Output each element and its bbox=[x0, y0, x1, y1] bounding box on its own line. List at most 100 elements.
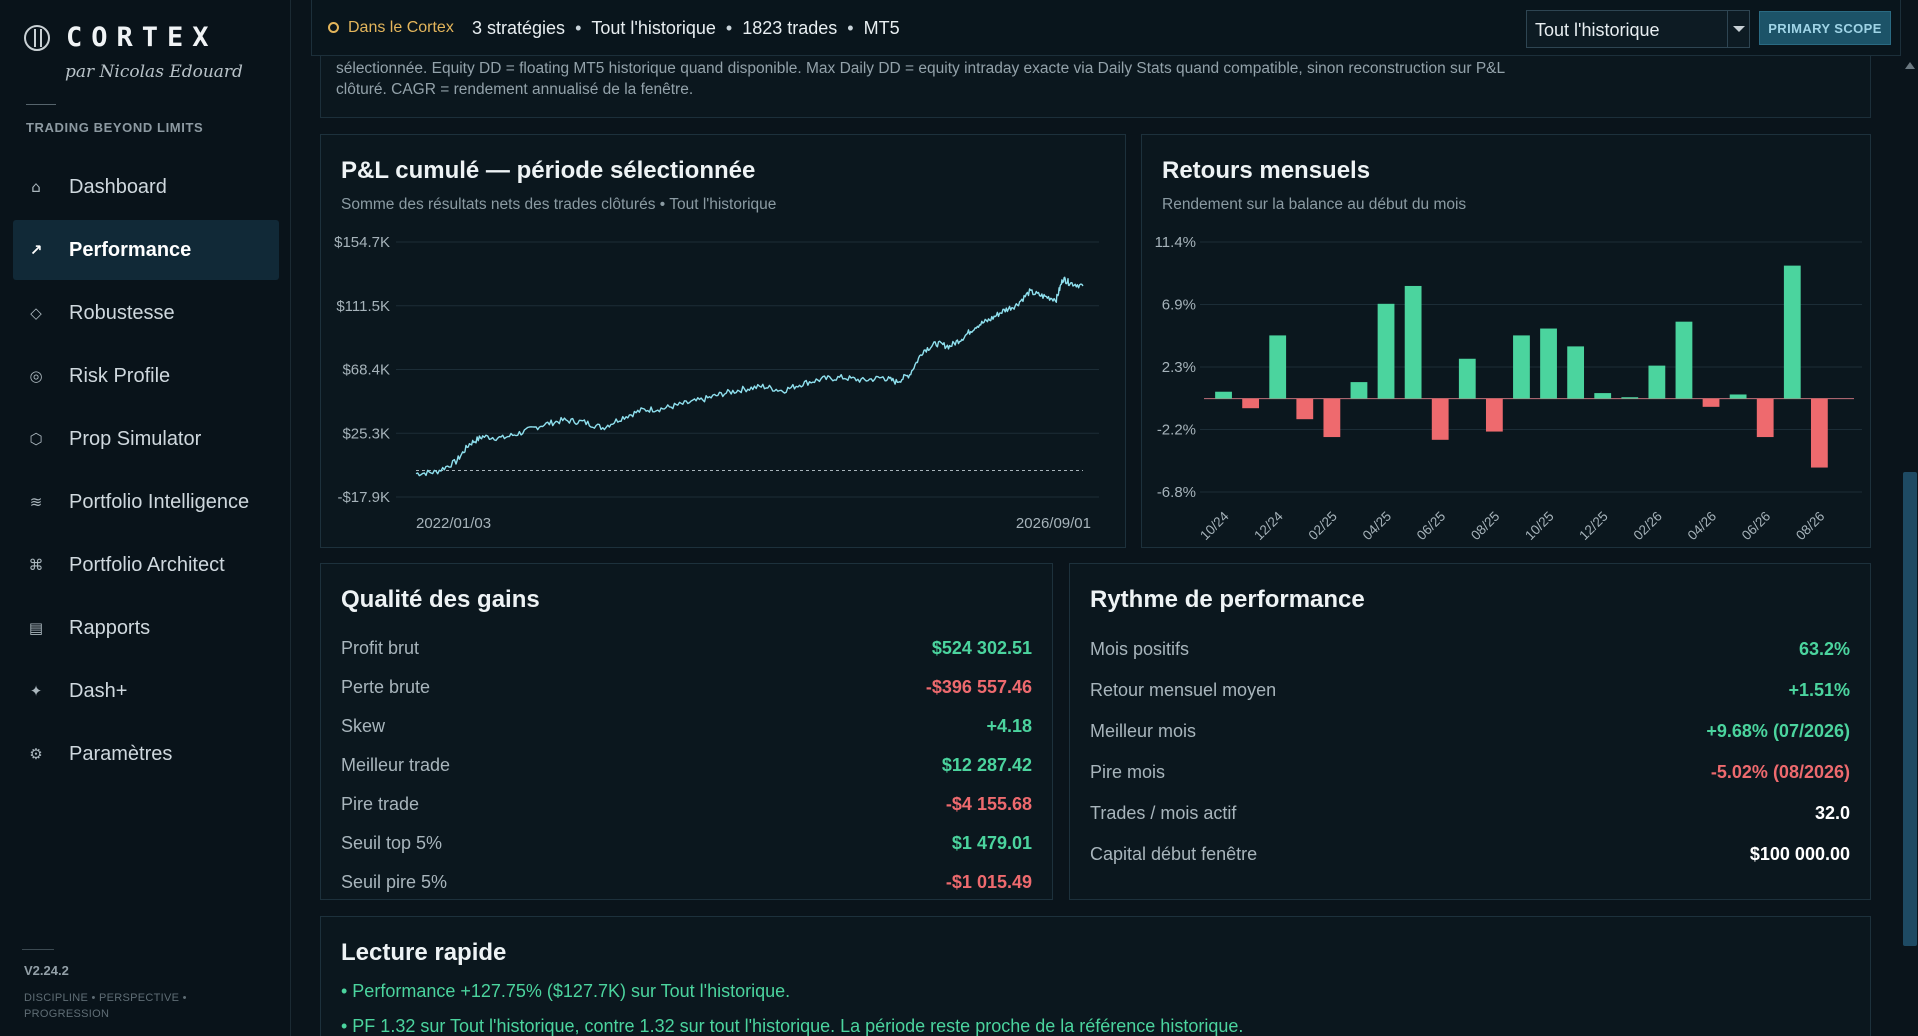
app-version: V2.24.2 bbox=[24, 963, 69, 978]
sidebar-nav: ⌂ Dashboard ↗ Performance ◇ Robustesse ◎ Risk P… bbox=[13, 157, 279, 787]
monthly-return-bar bbox=[1377, 303, 1395, 399]
pnl-chart-title: P&L cumulé — période sélectionnée bbox=[341, 157, 756, 184]
x-tick-label: 04/25 bbox=[1360, 509, 1395, 544]
metric-value: -$1 015.49 bbox=[945, 872, 1032, 892]
metric-value: 32.0 bbox=[1814, 803, 1850, 823]
sparkle-icon: ✦ bbox=[29, 682, 43, 700]
sidebar-item-portfolio-architect[interactable]: ⌘ Portfolio Architect bbox=[13, 535, 279, 595]
monthly-bar-chart[interactable]: 11.4% 6.9% 2.3% -2.2% -6.8%10/24 12/24 02/25 04… bbox=[1142, 135, 1872, 549]
period-label: Tout l'historique bbox=[591, 18, 716, 38]
metric-label: Trades / mois actif bbox=[1090, 803, 1237, 823]
metric-label: Pire mois bbox=[1090, 762, 1166, 782]
metric-label: Capital début fenêtre bbox=[1090, 844, 1258, 864]
x-tick-label: 02/25 bbox=[1305, 509, 1340, 544]
x-tick-label: 2026/09/01 bbox=[1016, 515, 1091, 532]
x-tick-label: 08/25 bbox=[1468, 509, 1503, 544]
y-tick-label: $111.5K bbox=[336, 298, 390, 315]
brand-name: CORTEX bbox=[66, 22, 218, 53]
metric-row: Seuil top 5% $1 479.01 bbox=[341, 824, 1032, 863]
period-select[interactable]: Tout l'historique bbox=[1526, 10, 1750, 48]
command-icon: ⌘ bbox=[28, 556, 44, 574]
sidebar-item-label: Dash+ bbox=[69, 679, 128, 702]
pnl-line-chart[interactable]: $154.7K $111.5K $68.4K $25.3K -$17.9K 2022/01… bbox=[321, 135, 1127, 549]
sidebar-item-param-tres[interactable]: ⚙ Paramètres bbox=[13, 724, 279, 784]
monthly-return-bar bbox=[1810, 398, 1828, 468]
metric-label: Meilleur trade bbox=[341, 755, 451, 775]
sidebar-item-performance[interactable]: ↗ Performance bbox=[13, 220, 279, 280]
metric-value: $524 302.51 bbox=[931, 638, 1032, 658]
scroll-up-icon[interactable] bbox=[1905, 62, 1915, 69]
sidebar-item-label: Robustesse bbox=[69, 301, 175, 324]
sidebar-item-rapports[interactable]: ▤ Rapports bbox=[13, 598, 279, 658]
monthly-return-bar bbox=[1404, 285, 1422, 399]
sidebar-item-portfolio-intelligence[interactable]: ≋ Portfolio Intelligence bbox=[13, 472, 279, 532]
x-tick-label: 02/26 bbox=[1630, 509, 1665, 544]
metrics-footnote-panel: * Sharpe / Sortino réalisés = rendements… bbox=[320, 39, 1871, 118]
gains-quality-card: Qualité des gains Profit brut $524 302.51… bbox=[320, 563, 1053, 900]
sidebar-item-label: Dashboard bbox=[69, 175, 167, 198]
brand-motto: DISCIPLINE • PERSPECTIVE • PROGRESSION bbox=[24, 992, 187, 1020]
chevron-down-icon[interactable] bbox=[1727, 11, 1749, 47]
performance-rhythm-title: Rythme de performance bbox=[1090, 586, 1365, 613]
sidebar-item-label: Rapports bbox=[69, 616, 151, 639]
x-tick-label: 08/26 bbox=[1793, 509, 1828, 544]
metric-value: +1.51% bbox=[1788, 680, 1850, 700]
monthly-return-bar bbox=[1458, 358, 1476, 399]
metric-value: 63.2% bbox=[1798, 639, 1850, 659]
metric-label: Meilleur mois bbox=[1090, 721, 1197, 741]
sidebar-item-label: Prop Simulator bbox=[69, 427, 202, 450]
monthly-return-bar bbox=[1296, 398, 1314, 420]
brand-tagline: TRADING BEYOND LIMITS bbox=[26, 120, 204, 135]
metric-row: Retour mensuel moyen +1.51% bbox=[1090, 670, 1850, 711]
period-select-value: Tout l'historique bbox=[1535, 20, 1660, 40]
brand-logo[interactable]: CORTEX bbox=[24, 22, 218, 53]
y-tick-label: 6.9% bbox=[1162, 297, 1196, 314]
sidebar-item-dashboard[interactable]: ⌂ Dashboard bbox=[13, 157, 279, 217]
hexagon-icon: ⬡ bbox=[29, 430, 43, 448]
brand-divider bbox=[26, 104, 56, 105]
scope-label: Dans le Cortex bbox=[348, 19, 454, 36]
quick-read-line: • Performance +127.75% ($127.7K) sur Tou… bbox=[341, 981, 791, 1001]
sidebar-item-risk-profile[interactable]: ◎ Risk Profile bbox=[13, 346, 279, 406]
metric-label: Seuil top 5% bbox=[341, 833, 443, 853]
x-tick-label: 2022/01/03 bbox=[416, 515, 491, 532]
x-tick-label: 12/24 bbox=[1251, 508, 1286, 543]
quick-read-card: Lecture rapide • Performance +127.75% ($… bbox=[320, 916, 1871, 1036]
report-icon: ▤ bbox=[28, 619, 44, 637]
monthly-return-bar bbox=[1350, 382, 1368, 399]
scope-chip[interactable]: Dans le Cortex bbox=[328, 19, 454, 37]
monthly-returns-card: Retours mensuels Rendement sur la balanc… bbox=[1141, 134, 1871, 548]
scrollbar-thumb[interactable] bbox=[1903, 472, 1917, 946]
x-tick-label: 04/26 bbox=[1685, 509, 1720, 544]
gains-quality-list: Profit brut $524 302.51 Perte brute -$396 5… bbox=[341, 629, 1032, 902]
sidebar-item-robustesse[interactable]: ◇ Robustesse bbox=[13, 283, 279, 343]
sidebar-item-label: Performance bbox=[69, 238, 192, 261]
metric-row: Trades / mois actif 32.0 bbox=[1090, 793, 1850, 834]
sidebar-item-label: Paramètres bbox=[69, 742, 173, 765]
sidebar-item-dash[interactable]: ✦ Dash+ bbox=[13, 661, 279, 721]
y-tick-label: $25.3K bbox=[342, 425, 390, 442]
monthly-return-bar bbox=[1215, 391, 1232, 399]
monthly-return-bar bbox=[1648, 365, 1666, 399]
monthly-return-bar bbox=[1513, 335, 1530, 399]
primary-scope-button[interactable]: PRIMARY SCOPE bbox=[1759, 11, 1891, 45]
metric-value: $100 000.00 bbox=[1749, 844, 1850, 864]
monthly-returns-subtitle: Rendement sur la balance au début du moi… bbox=[1162, 196, 1467, 213]
quick-read-line: • PF 1.32 sur Tout l'historique, contre … bbox=[341, 1016, 1244, 1036]
pnl-chart-subtitle: Somme des résultats nets des trades clôt… bbox=[341, 196, 777, 213]
trend-arrow-icon: ↗ bbox=[29, 241, 43, 259]
waves-icon: ≋ bbox=[29, 493, 43, 511]
metric-row: Meilleur trade $12 287.42 bbox=[341, 746, 1032, 785]
scope-filter-bar: Dans le Cortex 3 stratégies • Tout l'histo… bbox=[311, 0, 1901, 56]
y-tick-label: 2.3% bbox=[1162, 359, 1196, 376]
metric-label: Profit brut bbox=[341, 638, 420, 658]
x-tick-label: 12/25 bbox=[1576, 509, 1611, 544]
performance-rhythm-card: Rythme de performance Mois positifs 63.2%… bbox=[1069, 563, 1871, 900]
metric-row: Perte brute -$396 557.46 bbox=[341, 668, 1032, 707]
scope-dot-icon bbox=[328, 22, 339, 33]
monthly-return-bar bbox=[1594, 393, 1612, 399]
metric-value: +4.18 bbox=[986, 716, 1032, 736]
monthly-return-bar bbox=[1702, 398, 1720, 407]
sidebar-item-prop-simulator[interactable]: ⬡ Prop Simulator bbox=[13, 409, 279, 469]
y-tick-label: $68.4K bbox=[342, 362, 390, 379]
